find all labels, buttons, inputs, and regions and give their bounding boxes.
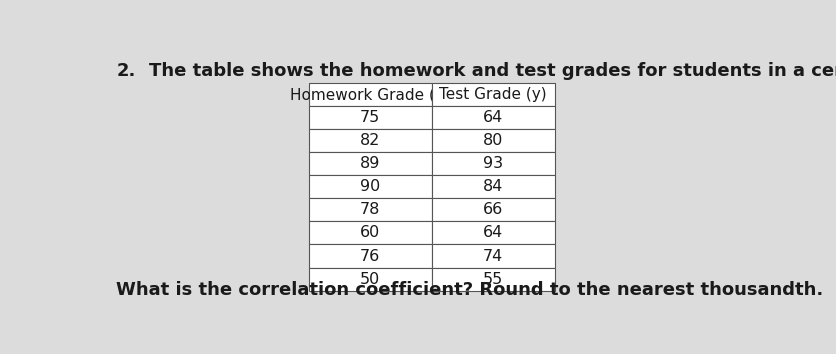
Text: 2.: 2. xyxy=(116,62,135,80)
Text: The table shows the homework and test grades for students in a certain class.: The table shows the homework and test gr… xyxy=(149,62,836,80)
Text: What is the correlation coefficient? Round to the nearest thousandth.: What is the correlation coefficient? Rou… xyxy=(116,281,823,299)
